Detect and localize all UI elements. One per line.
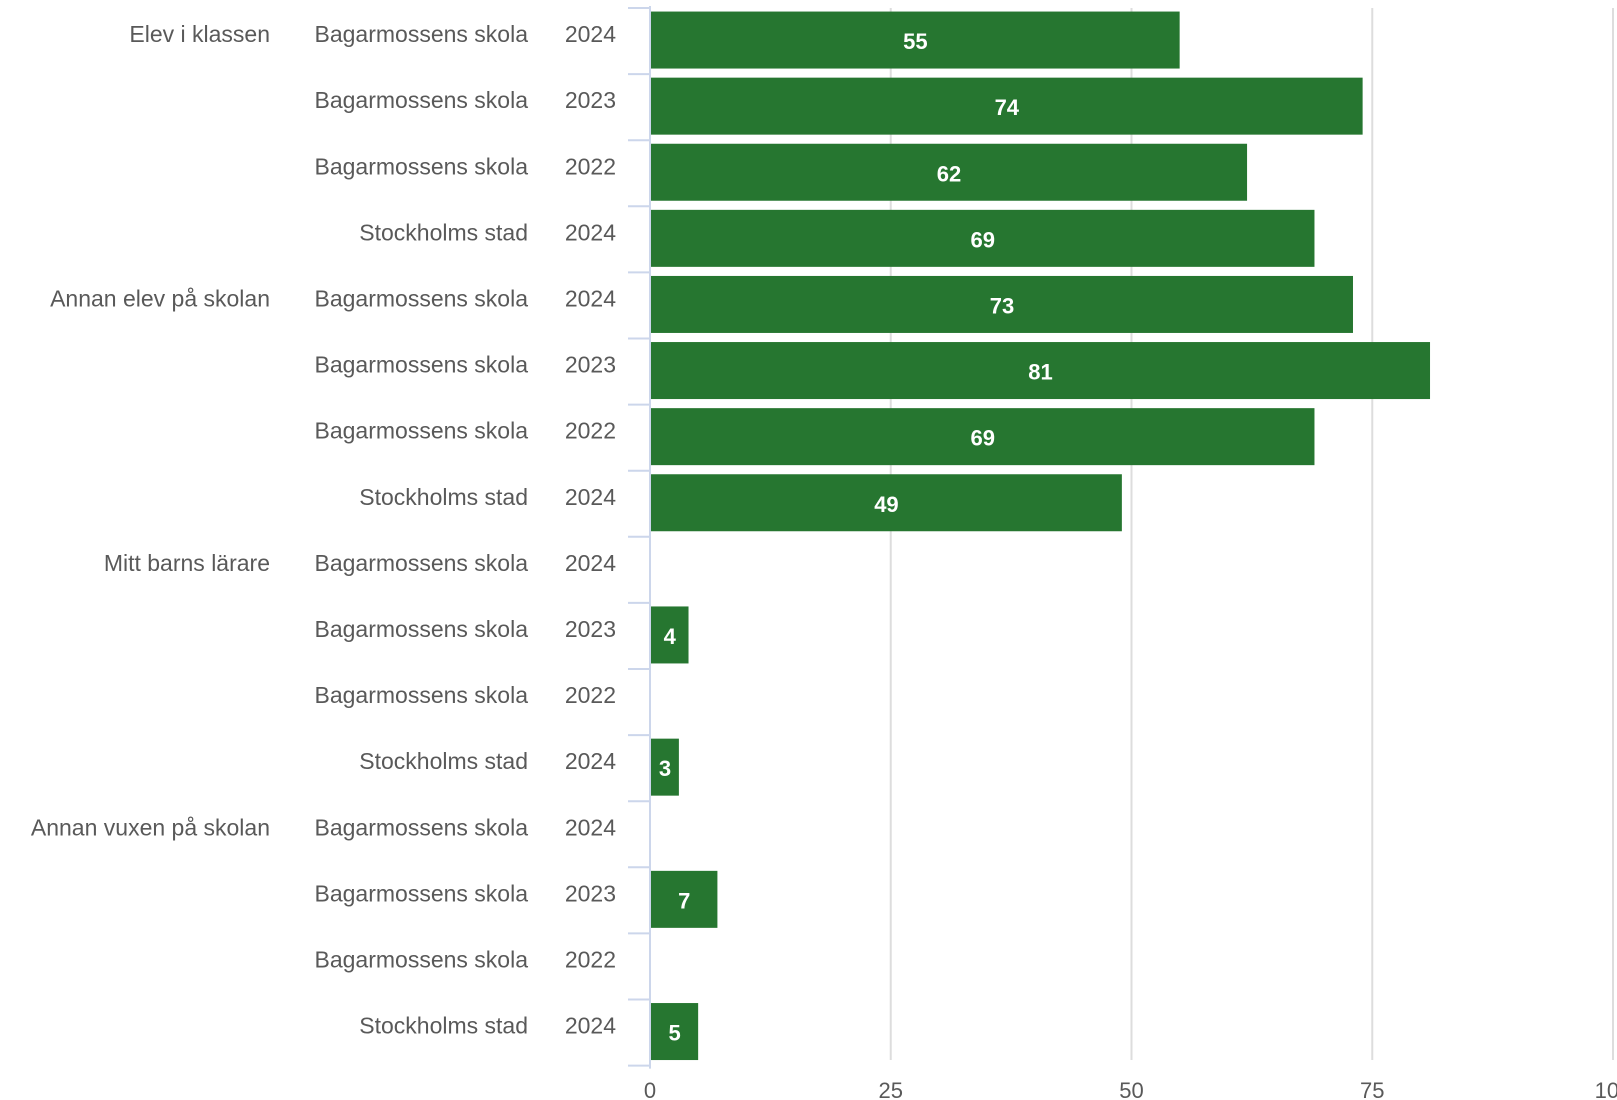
year-label: 2024 <box>565 550 616 576</box>
bar <box>651 738 679 796</box>
bar-value-label: 49 <box>874 492 898 517</box>
entity-label: Bagarmossens skola <box>315 285 529 311</box>
entity-label: Stockholms stad <box>359 1013 528 1039</box>
bar <box>651 408 1315 466</box>
x-tick-label: 25 <box>879 1078 903 1100</box>
year-label: 2022 <box>565 946 616 972</box>
bar-value-label: 3 <box>659 756 671 781</box>
bar <box>651 474 1122 532</box>
entity-label: Bagarmossens skola <box>315 880 529 906</box>
year-label: 2024 <box>565 1013 616 1039</box>
bar <box>651 77 1363 135</box>
entity-label: Bagarmossens skola <box>315 682 529 708</box>
group-label: Elev i klassen <box>129 21 270 47</box>
year-label: 2023 <box>565 616 616 642</box>
entity-label: Bagarmossens skola <box>315 153 529 179</box>
bar <box>651 209 1315 267</box>
bar <box>651 342 1431 400</box>
year-label: 2023 <box>565 87 616 113</box>
bar <box>651 870 718 928</box>
bar <box>651 606 689 664</box>
x-tick-label: 50 <box>1119 1078 1143 1100</box>
entity-label: Bagarmossens skola <box>315 814 529 840</box>
bar-value-label: 74 <box>995 95 1020 120</box>
year-label: 2024 <box>565 748 616 774</box>
bar <box>651 275 1353 333</box>
entity-label: Stockholms stad <box>359 748 528 774</box>
entity-label: Bagarmossens skola <box>315 550 529 576</box>
year-label: 2022 <box>565 153 616 179</box>
group-label: Mitt barns lärare <box>104 550 270 576</box>
x-tick-label: 100 <box>1595 1078 1617 1100</box>
entity-label: Bagarmossens skola <box>315 352 529 378</box>
entity-label: Bagarmossens skola <box>315 418 529 444</box>
year-label: 2022 <box>565 682 616 708</box>
bar-value-label: 4 <box>664 624 677 649</box>
bar-value-label: 7 <box>678 888 690 913</box>
year-label: 2024 <box>565 21 616 47</box>
entity-label: Bagarmossens skola <box>315 21 529 47</box>
year-label: 2024 <box>565 285 616 311</box>
bar-value-label: 5 <box>668 1021 680 1046</box>
year-label: 2023 <box>565 352 616 378</box>
year-label: 2024 <box>565 814 616 840</box>
bar-value-label: 73 <box>990 293 1014 318</box>
year-label: 2024 <box>565 219 616 245</box>
entity-label: Bagarmossens skola <box>315 946 529 972</box>
bar-value-label: 81 <box>1028 360 1052 385</box>
bar <box>651 143 1248 201</box>
bar-value-label: 55 <box>903 29 927 54</box>
year-label: 2022 <box>565 418 616 444</box>
entity-label: Bagarmossens skola <box>315 616 529 642</box>
bar-value-label: 62 <box>937 161 961 186</box>
entity-label: Bagarmossens skola <box>315 87 529 113</box>
bar-value-label: 69 <box>970 227 994 252</box>
year-label: 2023 <box>565 880 616 906</box>
x-tick-label: 75 <box>1360 1078 1384 1100</box>
group-label: Annan vuxen på skolan <box>31 814 270 840</box>
group-label: Annan elev på skolan <box>50 285 270 311</box>
bar-value-label: 69 <box>970 426 994 451</box>
bar <box>651 11 1180 69</box>
year-label: 2024 <box>565 484 616 510</box>
entity-label: Stockholms stad <box>359 484 528 510</box>
x-tick-label: 0 <box>644 1078 656 1100</box>
bar <box>651 1003 699 1061</box>
entity-label: Stockholms stad <box>359 219 528 245</box>
